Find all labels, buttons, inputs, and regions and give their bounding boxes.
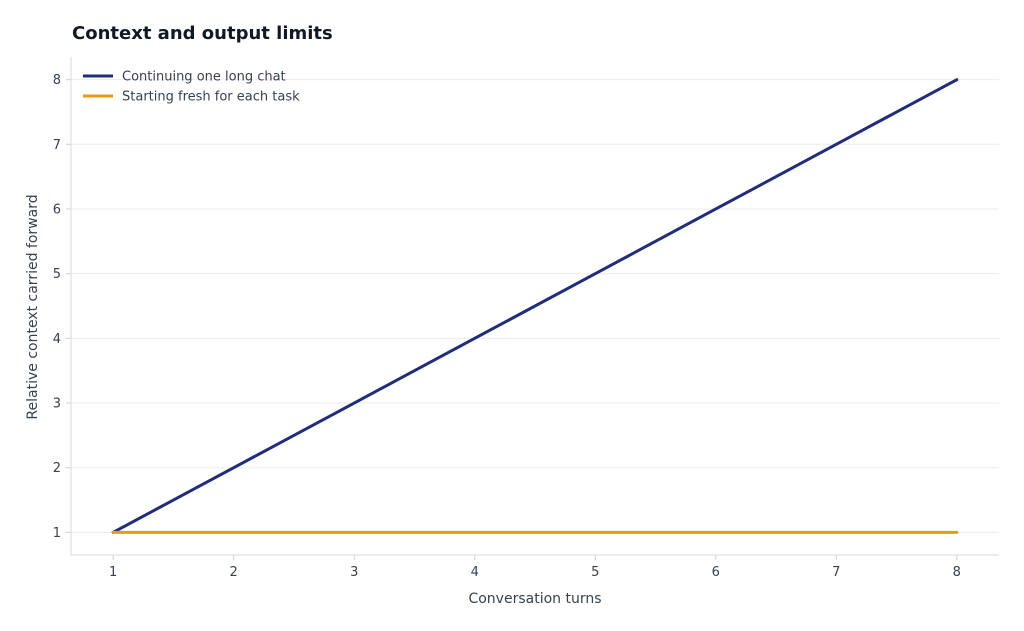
tick-labels: 1 2 3 4 5 6 7 8 1 2 3 4 5 6 7 8 bbox=[53, 73, 961, 580]
y-tick-label: 3 bbox=[53, 397, 61, 412]
chart-title: Context and output limits bbox=[72, 23, 333, 44]
axes bbox=[66, 57, 999, 560]
legend: Continuing one long chat Starting fresh … bbox=[83, 70, 300, 105]
x-tick-label: 7 bbox=[832, 565, 840, 580]
y-tick-label: 7 bbox=[53, 138, 61, 153]
y-tick-label: 2 bbox=[53, 461, 61, 476]
y-axis-label: Relative context carried forward bbox=[25, 194, 41, 419]
y-tick-label: 4 bbox=[53, 332, 61, 347]
x-tick-label: 3 bbox=[350, 565, 358, 580]
y-tick-label: 5 bbox=[53, 267, 61, 282]
series-line-long-chat bbox=[111, 78, 959, 534]
legend-label-fresh-task: Starting fresh for each task bbox=[122, 90, 300, 105]
x-tick-label: 5 bbox=[591, 565, 599, 580]
x-tick-label: 1 bbox=[109, 565, 117, 580]
x-axis-label: Conversation turns bbox=[468, 591, 601, 607]
x-tick-label: 2 bbox=[230, 565, 238, 580]
y-tick-label: 8 bbox=[53, 73, 61, 88]
x-tick-label: 4 bbox=[471, 565, 479, 580]
legend-label-long-chat: Continuing one long chat bbox=[122, 70, 286, 85]
gridlines bbox=[71, 79, 999, 533]
y-tick-label: 6 bbox=[53, 202, 61, 217]
series-lines bbox=[111, 78, 959, 534]
x-tick-label: 6 bbox=[712, 565, 720, 580]
x-tick-label: 8 bbox=[953, 565, 961, 580]
y-tick-label: 1 bbox=[53, 526, 61, 541]
